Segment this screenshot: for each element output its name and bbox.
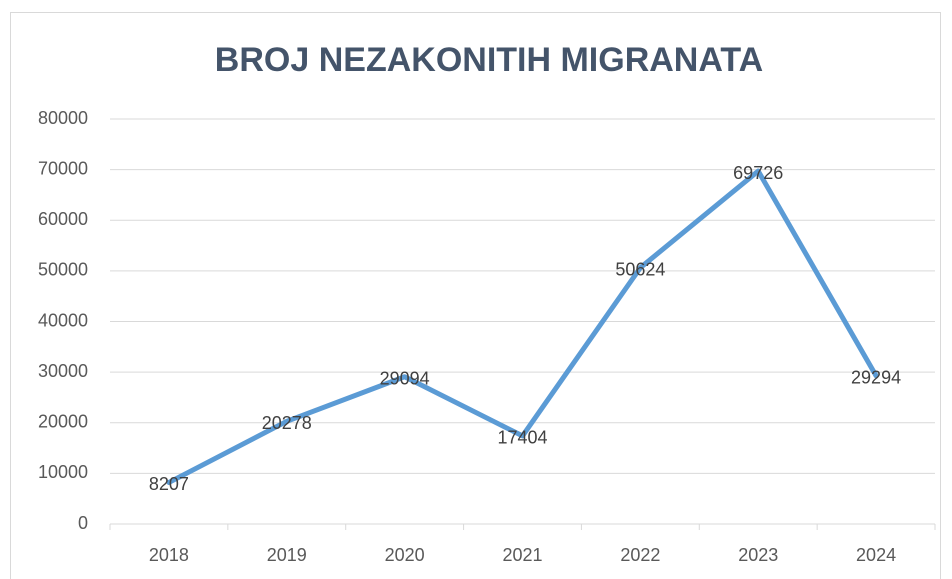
data-label: 20278 xyxy=(262,413,312,433)
y-tick-label: 20000 xyxy=(38,412,88,432)
x-tick-label: 2023 xyxy=(738,545,778,565)
data-label: 29294 xyxy=(851,367,901,387)
chart-title: BROJ NEZAKONITIH MIGRANATA xyxy=(215,41,763,79)
y-tick-label: 40000 xyxy=(38,310,88,330)
y-tick-label: 60000 xyxy=(38,209,88,229)
y-tick-label: 70000 xyxy=(38,158,88,178)
y-tick-label: 30000 xyxy=(38,361,88,381)
x-tick-label: 2020 xyxy=(385,545,425,565)
x-tick-label: 2022 xyxy=(620,545,660,565)
chart-border xyxy=(10,12,941,579)
data-label: 8207 xyxy=(149,474,189,494)
y-tick-label: 50000 xyxy=(38,260,88,280)
x-tick-label: 2024 xyxy=(856,545,896,565)
y-tick-label: 0 xyxy=(78,513,88,533)
x-tick-label: 2018 xyxy=(149,545,189,565)
x-tick-label: 2019 xyxy=(267,545,307,565)
x-tick-label: 2021 xyxy=(502,545,542,565)
data-label: 69726 xyxy=(733,163,783,183)
data-label: 50624 xyxy=(615,259,665,279)
y-tick-label: 80000 xyxy=(38,108,88,128)
y-tick-label: 10000 xyxy=(38,462,88,482)
data-line xyxy=(166,168,879,485)
data-label: 29094 xyxy=(380,368,430,388)
data-label: 17404 xyxy=(497,428,547,448)
